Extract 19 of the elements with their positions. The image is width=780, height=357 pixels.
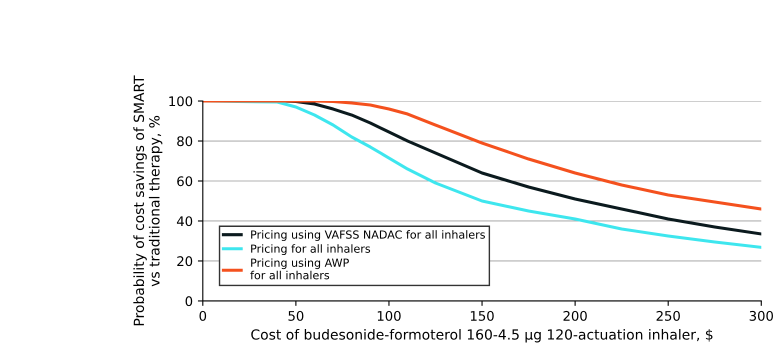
x-tick-label: 300	[750, 310, 773, 321]
x-tick-label: 150	[470, 310, 494, 321]
y-tick-label: 80	[177, 136, 192, 146]
x-tick-label: 100	[378, 310, 401, 321]
y-tick-label: 100	[169, 96, 192, 106]
legend-label: Pricing using AWP for all inhalers	[250, 258, 349, 280]
y-axis-title: Probability of cost savings of SMART vs traditional therapy, %	[133, 75, 162, 326]
legend-label: Pricing for all inhalers	[251, 244, 370, 255]
y-tick-label: 0	[186, 296, 192, 306]
x-tick-label: 200	[563, 310, 587, 321]
x-tick-label: 0	[199, 310, 206, 321]
y-tick-label: 40	[176, 216, 192, 226]
x-tick-label: 50	[288, 310, 304, 321]
legend-label: Pricing using VAFSS NADAC for all inhalers	[251, 230, 485, 241]
y-tick-label: 60	[177, 176, 192, 186]
line-series	[202, 101, 762, 211]
y-tick-label: 20	[177, 256, 192, 266]
x-axis-title: Cost of budesonide-formoterol 160-4.5 µg 120-actuation inhaler, $	[251, 329, 712, 342]
x-tick-label: 250	[656, 310, 680, 321]
